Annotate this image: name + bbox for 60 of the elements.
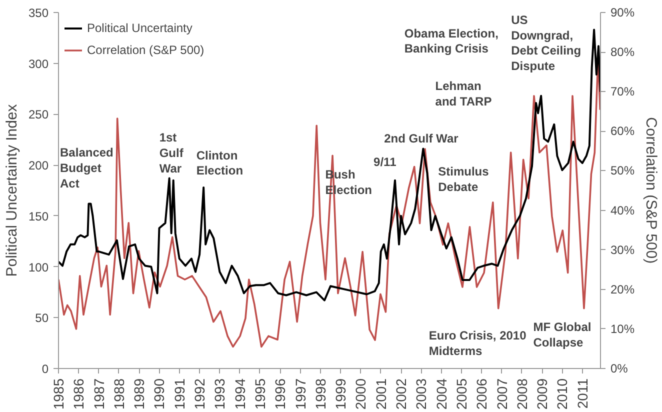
annotation: Clinton Election [196,148,244,178]
annotation: Lehman and TARP [435,79,492,109]
x-tick-label: 1985 [50,378,66,410]
x-tick-label: 1986 [70,378,87,410]
x-tick-label: 1996 [272,378,288,410]
y-tick-label: 0 [42,362,49,376]
x-tick-label: 1995 [252,378,268,410]
y2-tick-label: 80% [610,45,635,60]
y2-tick-label: 50% [610,164,635,178]
y2-tick-label: 70% [610,84,635,99]
y-axis-title: Political Uncertainty Index [3,104,20,277]
x-tick-label: 1997 [292,378,308,410]
y2-tick-label: 60% [610,124,635,138]
x-tick-label: 2006 [474,378,490,410]
annotation: US Downgrad, Debt Ceiling Dispute [511,12,582,74]
x-tick-label: 2004 [433,378,450,410]
x-tick-label: 2002 [393,378,410,410]
x-tick-label: 2010 [554,378,570,410]
x-tick-label: 1999 [332,378,349,410]
y-tick-label: 300 [28,56,49,71]
annotation: 2nd Gulf War [384,132,459,146]
x-tick-label: 1994 [232,378,248,410]
y2-tick-label: 40% [610,203,635,218]
y-tick-label: 250 [28,108,49,122]
annotation: Euro Crisis, 2010 Midterms [428,328,527,358]
x-tick-label: 1990 [151,378,168,410]
x-tick-label: 1987 [90,378,107,410]
x-tick-label: 1998 [312,378,328,410]
y-tick-label: 150 [28,209,49,224]
x-tick-label: 2005 [453,378,470,410]
x-tick-label: 2003 [413,378,430,410]
y2-tick-label: 20% [610,282,635,296]
y2-tick-label: 10% [610,322,635,336]
x-tick-label: 1992 [192,378,208,410]
y2-tick-label: 0% [610,362,628,376]
x-tick-label: 2009 [534,378,550,410]
y-tick-label: 100 [28,260,49,274]
x-tick-label: 2007 [494,378,510,410]
x-tick-label: 2000 [352,378,369,410]
x-tick-label: 2001 [372,378,389,410]
y2-tick-label: 30% [610,242,635,257]
annotation: 1st Gulf War [159,130,184,176]
x-tick-label: 2008 [514,378,530,410]
x-tick-label: 1989 [131,378,148,410]
y-tick-label: 50 [35,311,49,326]
annotation: Balanced Budget Act [60,146,114,191]
y-tick-label: 200 [28,158,49,173]
y2-tick-label: 90% [610,6,635,20]
annotation: Stimulus Debate [438,164,490,194]
legend-label: Correlation (S&P 500) [87,43,204,57]
x-tick-label: 1993 [212,378,228,410]
y-tick-label: 350 [28,6,49,20]
annotation: 9/11 [374,155,397,170]
x-tick-label: 2011 [574,378,590,409]
y2-axis-title: Correlation (S&P 500) [642,117,660,264]
x-tick-label: 1991 [171,378,188,410]
annotation: MF Global Collapse [533,320,592,350]
annotation: Obama Election, Banking Crisis [404,26,498,56]
x-tick-label: 1988 [110,378,127,410]
legend-label: Political Uncertainty [87,21,192,35]
